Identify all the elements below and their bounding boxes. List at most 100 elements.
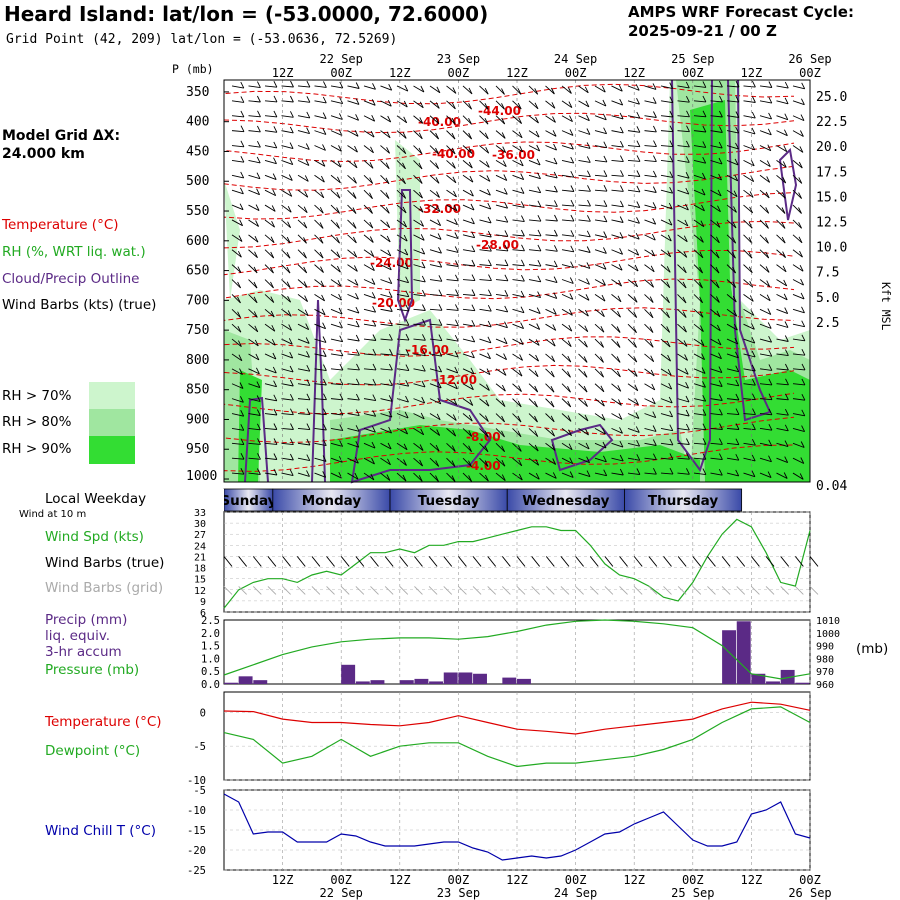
wind-barb [743,294,754,302]
wind-barb-flag [535,339,540,346]
wind-barb [495,85,505,95]
wind-barb [512,323,524,330]
wind-barb-grid [677,586,687,595]
wind-barb [413,160,423,170]
wind-barb [495,308,508,313]
wind-barb [561,234,574,237]
wind-barb [297,368,310,372]
temperature-contour [223,278,795,304]
wind-barb-flag [702,468,707,475]
wind-barb-flag [322,322,327,329]
wind-barb-flag [270,296,275,303]
wind-barb-flag [801,348,806,356]
wind-barb-flag [669,125,674,132]
wind-barb-flag [239,382,244,389]
wind-barb-flag [438,289,443,296]
wind-barb [512,145,523,153]
wind-barb [594,294,606,302]
wind-barb-flag [603,200,608,207]
wind-barb-flag [767,144,772,151]
wind-barb [429,264,442,268]
wind-barb-flag [322,471,327,478]
wind-barb-flag [652,467,657,475]
height-axis-title: Kft MSL [879,282,893,331]
wind-barb [363,130,375,138]
wind-barb [545,338,556,347]
wind-barb-flag [717,189,722,197]
wind-barb-flag [421,261,426,269]
wind-barb-true [443,556,453,567]
wind-barb-true [458,556,467,567]
wind-barb [561,368,571,378]
wind-barb [281,338,293,345]
wind-barb [380,234,391,243]
wind-barb-flag [240,452,245,460]
wind-barb [396,100,408,108]
wind-barb [380,413,393,418]
wind-barb-flag [784,97,789,105]
wind-barb [330,264,341,273]
wind-barb-flag [520,173,525,180]
wind-barb-flag [636,217,640,224]
wind-barb [248,308,258,318]
wind-barb-flag [569,457,574,464]
wind-barb [264,338,276,346]
wind-barb-flag [336,207,341,214]
wind-barb [330,294,342,301]
wind-barb [231,413,244,417]
precip-bar [458,672,473,684]
wind-barb [363,279,376,285]
wind-barb-flag [385,162,390,169]
wind-barb [248,85,261,89]
wind-barb [314,308,326,316]
wind-barb-flag [767,128,772,136]
wind-barb-flag [435,475,439,482]
wind-barb [429,323,442,326]
wind-barb [759,249,770,259]
wind-barb-flag [289,158,294,165]
wind-barb-flag [652,186,657,193]
wind-barb-flag [451,162,456,169]
wind-barb-flag [403,116,408,124]
wind-barb-flag [553,292,558,299]
top-date-label: 23 Sep [437,52,480,66]
bottom-hour-label: 12Z [506,873,528,887]
wind-barb-grid [765,586,775,595]
wind-barb [264,383,277,388]
wind-barb-flag [338,293,343,301]
bottom-hour-label: 12Z [741,873,763,887]
weekday-cell [624,488,743,512]
wind-barb-flag [486,368,491,375]
wind-barb [545,219,558,222]
wind-barb [281,442,294,446]
wind-barb [231,353,243,362]
wind-barb-flag [768,335,773,343]
wind-barb-flag [418,162,423,170]
wind-barb [248,427,261,431]
wind-barb-true [252,556,262,567]
height-tick-label: 7.5 [816,266,839,281]
wind-barb-flag [501,384,506,392]
wind-barb-flag [419,117,424,124]
wind-barb [330,219,340,229]
wind-barb-flag [289,351,294,359]
wind-barb [264,115,277,118]
wind-barb-flag [353,265,358,272]
wind-barb-flag [534,400,538,408]
wind-barb-flag [570,214,575,222]
wind-barb-flag [552,308,557,315]
wind-barb-flag [636,111,641,119]
wind-barb-flag [651,233,656,241]
wind-barb [330,338,343,343]
temperature-contour [223,192,795,220]
wind-barb-flag [240,125,245,132]
wind-barb-flag [699,236,704,243]
wind-barb [594,219,607,223]
wind-barb [330,413,343,416]
wind-barb [479,85,489,95]
bottom-hour-label: 12Z [389,873,411,887]
wind-barb-flag [550,415,555,423]
wind-barb-flag [273,110,278,118]
wind-barb-flag [618,263,623,271]
temperature-contour-label: -36.00 [492,148,535,162]
